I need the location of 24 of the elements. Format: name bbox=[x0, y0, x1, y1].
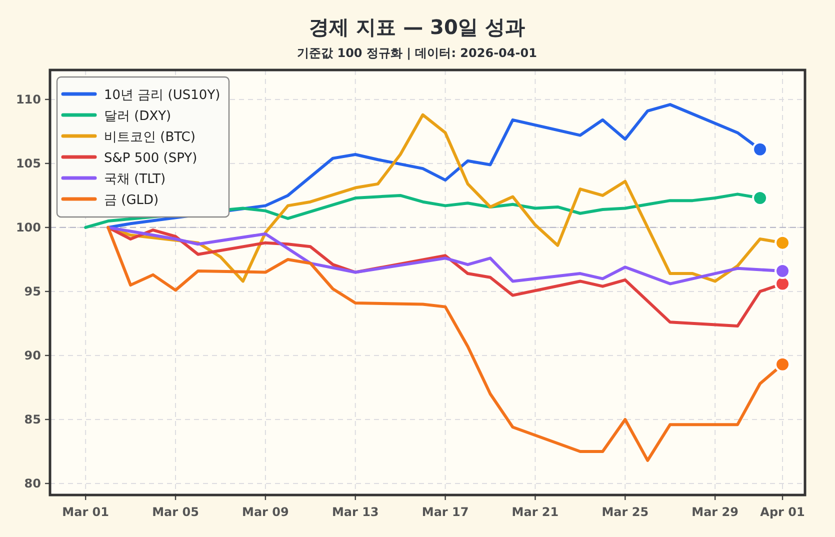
subtitle: 기준값 100 정규화 | 데이터: 2026-04-01 bbox=[297, 46, 537, 60]
ytick: 90 bbox=[24, 348, 41, 362]
legend-label: 달러 (DXY) bbox=[104, 109, 172, 124]
legend-label: 비트코인 (BTC) bbox=[104, 130, 196, 145]
xtick: Mar 25 bbox=[602, 505, 649, 519]
legend-label: S&P 500 (SPY) bbox=[104, 151, 198, 166]
ytick: 100 bbox=[16, 220, 41, 234]
legend-label: 국채 (TLT) bbox=[104, 172, 166, 187]
xtick: Mar 17 bbox=[422, 505, 469, 519]
title: 경제 지표 — 30일 성과 bbox=[309, 15, 525, 39]
ytick: 110 bbox=[16, 92, 41, 106]
legend-label: 금 (GLD) bbox=[104, 193, 159, 208]
xtick: Mar 21 bbox=[512, 505, 559, 519]
ytick: 85 bbox=[24, 412, 41, 426]
xtick: Apr 01 bbox=[760, 505, 805, 519]
ytick: 95 bbox=[24, 284, 41, 298]
ytick: 105 bbox=[16, 156, 41, 170]
xtick: Mar 05 bbox=[152, 505, 199, 519]
ytick: 80 bbox=[24, 476, 41, 490]
xtick: Mar 01 bbox=[62, 505, 110, 519]
xtick: Mar 09 bbox=[242, 505, 289, 519]
xtick: Mar 13 bbox=[332, 505, 379, 519]
xtick: Mar 29 bbox=[692, 505, 738, 519]
legend-label: 10년 금리 (US10Y) bbox=[104, 88, 220, 103]
